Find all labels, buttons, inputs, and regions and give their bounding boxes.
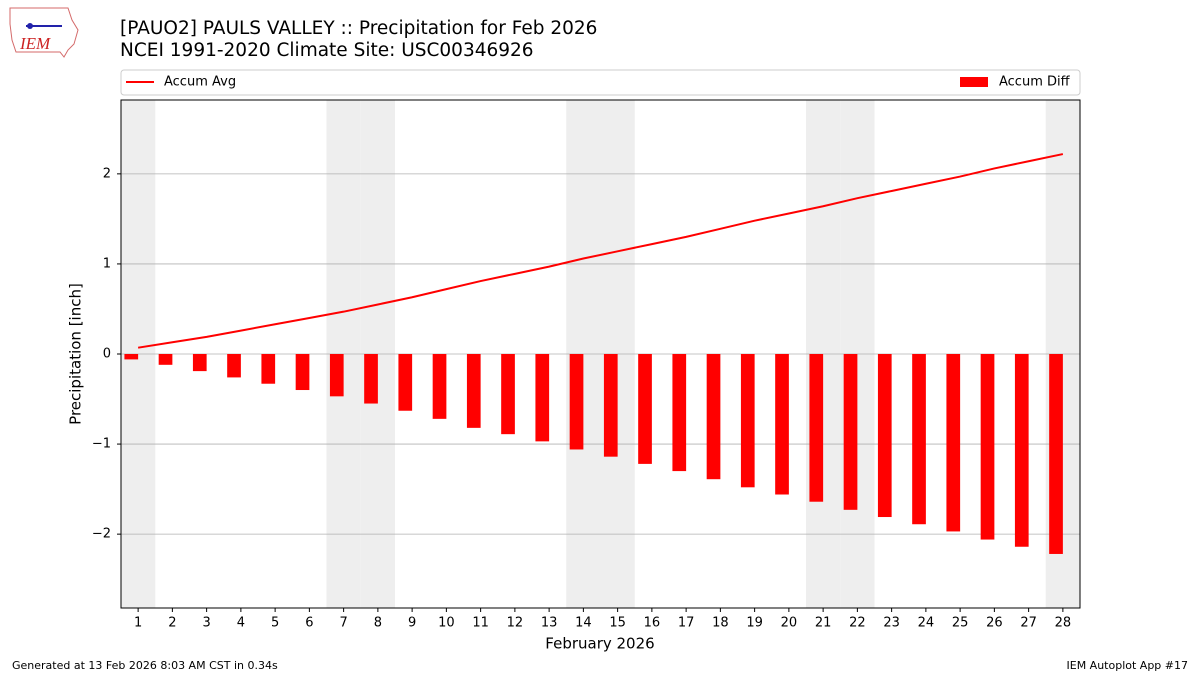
y-tick-label: 0 [103, 347, 111, 362]
x-tick-label: 15 [609, 616, 626, 631]
legend-label: Accum Avg [164, 75, 236, 90]
bar [843, 354, 858, 510]
y-tick-label: −1 [92, 437, 111, 452]
plot-frame [120, 99, 1081, 609]
x-tick-label: 28 [1055, 616, 1072, 631]
bar [192, 354, 207, 372]
line [137, 153, 1064, 349]
bar [946, 354, 961, 532]
x-tick-label: 27 [1020, 616, 1037, 631]
bar [980, 354, 995, 540]
x-tick-label: 21 [815, 616, 832, 631]
bar [364, 354, 378, 404]
x-tick-label: 10 [438, 616, 455, 631]
x-tick-label: 4 [237, 616, 245, 631]
bar [466, 354, 481, 428]
bar [1014, 354, 1029, 547]
logo: IEM [9, 7, 79, 58]
footer-left: Generated at 13 Feb 2026 8:03 AM CST in … [12, 659, 278, 672]
logo-icon [27, 23, 33, 29]
bar [158, 354, 173, 365]
x-tick-label: 8 [374, 616, 382, 631]
x-tick-label: 26 [986, 616, 1003, 631]
x-tick-label: 5 [271, 616, 279, 631]
legend-swatch [960, 77, 988, 87]
bar [569, 354, 584, 450]
bar [124, 354, 139, 360]
bar [261, 354, 276, 384]
chart-subtitle: NCEI 1991-2020 Climate Site: USC00346926 [120, 40, 534, 61]
bar [809, 354, 824, 502]
x-tick-label: 2 [168, 616, 176, 631]
footer-right: IEM Autoplot App #17 [1067, 659, 1189, 672]
x-tick-label: 9 [408, 616, 416, 631]
x-tick-label: 7 [339, 616, 347, 631]
bar [740, 354, 755, 488]
legend [120, 69, 1081, 96]
x-tick-label: 12 [507, 616, 524, 631]
x-tick-label: 22 [849, 616, 866, 631]
x-axis-label: February 2026 [545, 635, 654, 653]
bar [1049, 354, 1063, 554]
bar [775, 354, 789, 495]
x-tick-label: 11 [472, 616, 489, 631]
bar [877, 354, 892, 518]
legend-label: Accum Diff [999, 75, 1071, 90]
x-tick-label: 6 [305, 616, 313, 631]
x-tick-label: 18 [712, 616, 729, 631]
bar [638, 354, 652, 464]
y-tick-label: 2 [103, 166, 111, 181]
bar [227, 354, 241, 378]
x-tick-label: 3 [202, 616, 210, 631]
bar [295, 354, 310, 391]
x-tick-label: 17 [678, 616, 695, 631]
x-tick-label: 16 [644, 616, 661, 631]
bar [535, 354, 550, 442]
bar [672, 354, 687, 472]
y-axis-label: Precipitation [inch] [67, 283, 85, 425]
logo-text: IEM [19, 34, 51, 53]
y-tick-label: 1 [103, 256, 111, 271]
y-tick-label: −2 [92, 527, 111, 542]
bar [706, 354, 721, 480]
bar [398, 354, 413, 411]
x-tick-label: 1 [134, 616, 142, 631]
x-tick-label: 13 [541, 616, 558, 631]
chart-title: [PAUO2] PAULS VALLEY :: Precipitation fo… [120, 18, 597, 39]
x-tick-label: 19 [746, 616, 763, 631]
x-tick-label: 24 [918, 616, 935, 631]
logo-outline [9, 7, 79, 58]
bar [329, 354, 344, 397]
bar [912, 354, 926, 525]
x-tick-label: 25 [952, 616, 969, 631]
x-tick-label: 23 [883, 616, 900, 631]
x-tick-label: 20 [781, 616, 798, 631]
x-tick-label: 14 [575, 616, 592, 631]
bar [432, 354, 447, 419]
bar [603, 354, 618, 457]
bar [501, 354, 515, 435]
